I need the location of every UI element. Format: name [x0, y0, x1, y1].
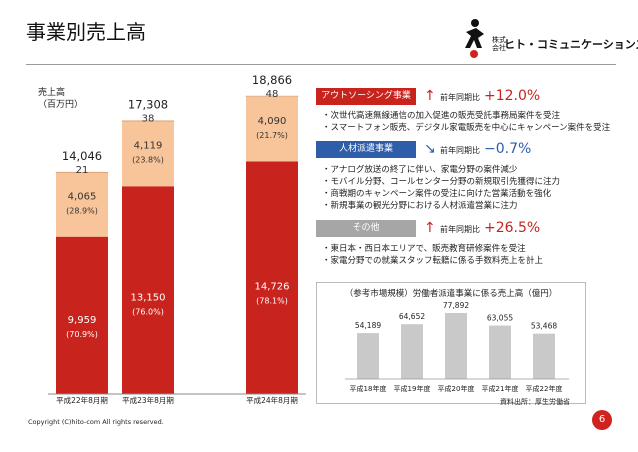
down-arrow-icon: ↘: [424, 141, 436, 157]
desc-other-2: ・家電分野での就業スタッフ転籍に係る手数料売上を計上: [322, 256, 544, 266]
desc-outsourcing-2: ・スマートフォン販売、デジタル家電販売を中心にキャンペーン案件を受注: [322, 123, 611, 133]
bar-value-label: 9,959: [68, 315, 97, 326]
market-bar: [533, 333, 555, 379]
market-bar-value-label: 53,468: [531, 322, 557, 331]
page-title: 事業別売上高: [26, 20, 146, 44]
bar-total-label: 18,866: [252, 73, 292, 87]
company-logo: 株式 会社 ヒト・コミュニケーションズ: [460, 14, 638, 58]
bar-total-label: 17,308: [128, 98, 168, 112]
copyright: Copyright (C)hito-com All rights reserve…: [28, 418, 164, 426]
bar-value-label: 4,065: [68, 191, 97, 202]
yoy-label: 前年同期比: [440, 225, 480, 234]
bar-value-label: 4,119: [134, 141, 163, 152]
market-bar-value-label: 77,892: [443, 301, 469, 310]
bar-staffing: [56, 172, 108, 237]
market-bar-value-label: 54,189: [355, 321, 381, 330]
market-bar: [489, 325, 511, 379]
x-tick-label: 平成24年8月期: [246, 395, 298, 405]
desc-staffing-2: ・モバイル分野、コールセンター分野の新規取引先獲得に注力: [322, 177, 561, 187]
market-x-tick-label: 平成22年度: [526, 384, 563, 393]
market-x-tick-label: 平成19年度: [394, 384, 431, 393]
desc-other-1: ・東日本・西日本エリアで、販売教育研修案件を受注: [322, 244, 526, 254]
bar-outsourcing: [122, 186, 174, 394]
desc-staffing-4: ・新規事業の観光分野における人材派遣営業に注力: [322, 201, 518, 211]
bar-staffing: [122, 121, 174, 187]
bar-value-label: 48: [266, 89, 279, 100]
desc-outsourcing-1: ・次世代高速無線通信の加入促進の販売受託事務局案件を受注: [322, 111, 561, 121]
bar-other: [121, 120, 175, 122]
segment-header-outsourcing: アウトソーシング事業: [316, 88, 416, 105]
market-size-title: （参考市場規模）労働者派遣事業に係る売上高（億円）: [344, 289, 558, 299]
market-size-chart: 54,189 平成18年度 64,652 平成19年度 77,892 平成20年度 63,0…: [345, 301, 569, 393]
yoy-value-other: +26.5%: [484, 220, 541, 236]
yoy-label: 前年同期比: [440, 93, 480, 102]
company-name: ヒト・コミュニケーションズ: [504, 38, 638, 51]
market-bar: [401, 324, 423, 379]
logo-kabushiki-text: 株式 会社: [492, 36, 506, 52]
bar-outsourcing: [56, 236, 108, 394]
yoy-label: 前年同期比: [440, 146, 480, 155]
market-size-panel: （参考市場規模）労働者派遣事業に係る売上高（億円） 54,189 平成18年度 64…: [316, 282, 586, 404]
market-x-tick-label: 平成20年度: [438, 384, 475, 393]
bar-value-label: 14,726: [255, 281, 290, 292]
segment-header-other: その他: [316, 220, 416, 237]
bar-other: [55, 171, 109, 173]
main-chart-axis-label: 売上高 （百万円）: [38, 88, 84, 110]
bar-outsourcing: [246, 161, 298, 394]
market-x-tick-label: 平成18年度: [350, 384, 387, 393]
bar-percent-label: (21.7%): [256, 131, 288, 140]
page-number: 6: [592, 410, 612, 430]
bar-percent-label: (23.8%): [132, 156, 164, 165]
bar-value-label: 13,150: [131, 293, 166, 304]
x-tick-label: 平成23年8月期: [122, 395, 174, 405]
bar-percent-label: (70.9%): [66, 330, 98, 339]
market-bar-value-label: 63,055: [487, 314, 513, 323]
running-person-logo-icon: [465, 19, 484, 58]
yoy-value-outsourcing: +12.0%: [484, 88, 541, 104]
bar-value-label: 4,090: [258, 116, 287, 127]
market-x-tick-label: 平成21年度: [482, 384, 519, 393]
bar-percent-label: (76.0%): [132, 308, 164, 317]
bar-value-label: 21: [76, 165, 89, 176]
yoy-value-staffing: −0.7%: [484, 141, 532, 157]
bar-staffing: [246, 96, 298, 162]
bar-percent-label: (28.9%): [66, 206, 98, 215]
header-divider: [26, 64, 616, 65]
desc-staffing-1: ・アナログ放送の終了に伴い、家電分野の案件減少: [322, 165, 518, 175]
up-arrow-icon: ↑: [424, 220, 436, 236]
market-bar: [445, 313, 467, 379]
market-bar-value-label: 64,652: [399, 312, 425, 321]
bar-value-label: 38: [142, 114, 155, 125]
segment-header-staffing: 人材派遣事業: [316, 141, 416, 158]
bar-percent-label: (78.1%): [256, 296, 288, 305]
up-arrow-icon: ↑: [424, 88, 436, 104]
x-tick-label: 平成22年8月期: [56, 395, 108, 405]
bar-total-label: 14,046: [62, 149, 102, 163]
data-source: 資料出所：厚生労働省: [500, 398, 570, 406]
desc-staffing-3: ・商戦期のキャンペーン案件の受注に向けた営業活動を強化: [322, 189, 552, 199]
bar-other: [245, 95, 299, 98]
market-bar: [357, 333, 379, 379]
